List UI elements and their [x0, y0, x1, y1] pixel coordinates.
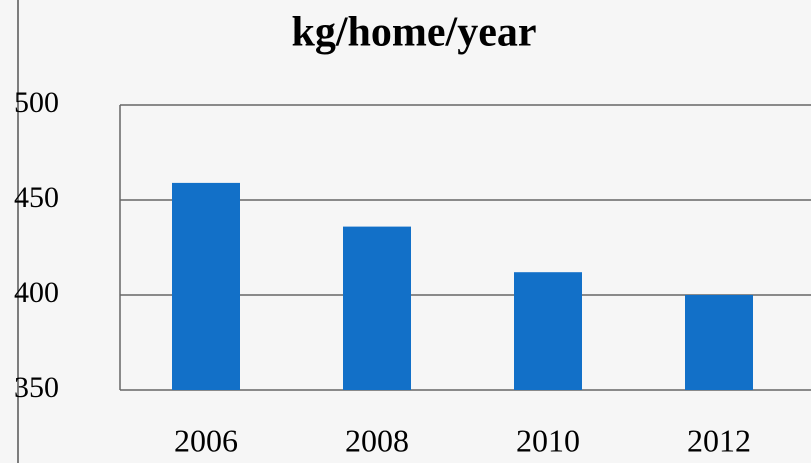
y-tick-label: 400	[14, 276, 59, 309]
y-tick-label: 350	[14, 371, 59, 404]
x-tick-label: 2006	[174, 422, 238, 458]
x-tick-label: 2010	[516, 422, 580, 458]
y-tick-label: 450	[14, 181, 59, 214]
chart-title: kg/home/year	[292, 10, 537, 56]
x-tick-label: 2008	[345, 422, 409, 458]
y-tick-label: 500	[14, 86, 59, 119]
bar	[514, 272, 582, 390]
bar	[685, 295, 753, 390]
x-tick-label: 2012	[687, 422, 751, 458]
bar	[172, 182, 240, 390]
bar	[343, 226, 411, 390]
